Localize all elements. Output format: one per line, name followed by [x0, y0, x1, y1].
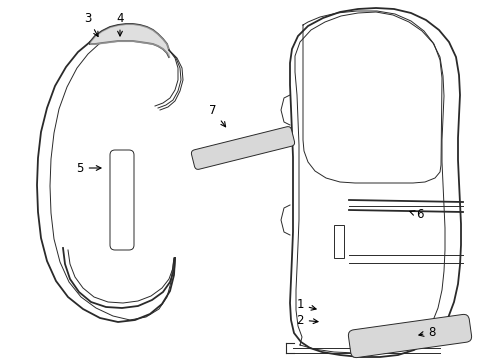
Bar [333, 225, 343, 258]
Text: 8: 8 [418, 325, 435, 338]
Text: 3: 3 [84, 12, 98, 36]
Text: 1: 1 [296, 298, 315, 311]
Text: 2: 2 [296, 314, 317, 327]
Text: 6: 6 [409, 208, 423, 221]
Text: 5: 5 [76, 162, 101, 175]
FancyBboxPatch shape [191, 127, 294, 170]
Text: 7: 7 [209, 104, 225, 127]
Text: 4: 4 [116, 12, 123, 36]
FancyBboxPatch shape [110, 150, 134, 250]
FancyBboxPatch shape [347, 314, 470, 357]
